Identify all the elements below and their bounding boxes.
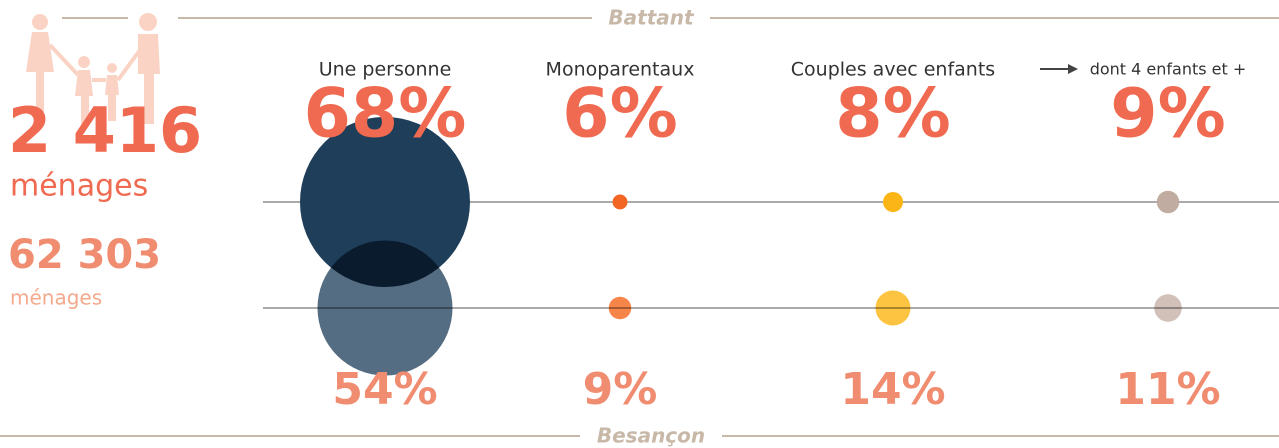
bubble: [875, 290, 911, 326]
bubble: [1154, 294, 1182, 322]
category-label: dont 4 enfants et +: [1090, 60, 1247, 79]
series-footer: Besançon: [597, 424, 705, 448]
value-label: 9%: [1110, 75, 1225, 154]
value-label: 9%: [583, 364, 658, 415]
local-unit: ménages: [10, 169, 148, 204]
value-label: 68%: [304, 75, 467, 154]
value-label: 54%: [332, 364, 437, 415]
bubble: [612, 194, 628, 210]
value-label: 6%: [562, 75, 677, 154]
bubble: [1156, 190, 1180, 214]
arrow: [1040, 64, 1078, 74]
bubble: [300, 117, 470, 287]
category-label: Couples avec enfants: [791, 59, 995, 81]
series-header: Battant: [608, 6, 695, 30]
bubble: [608, 296, 632, 320]
family-icon: [26, 13, 160, 124]
bubble: [883, 192, 903, 212]
city-unit: ménages: [10, 286, 102, 310]
value-label: 14%: [840, 364, 945, 415]
bubble: [317, 240, 453, 376]
local-count: 2 416: [8, 94, 202, 167]
category-label: Une personne: [319, 59, 452, 81]
value-label: 8%: [835, 75, 950, 154]
category-label: Monoparentaux: [546, 59, 695, 81]
city-count: 62 303: [8, 232, 161, 278]
value-label: 11%: [1115, 364, 1220, 415]
